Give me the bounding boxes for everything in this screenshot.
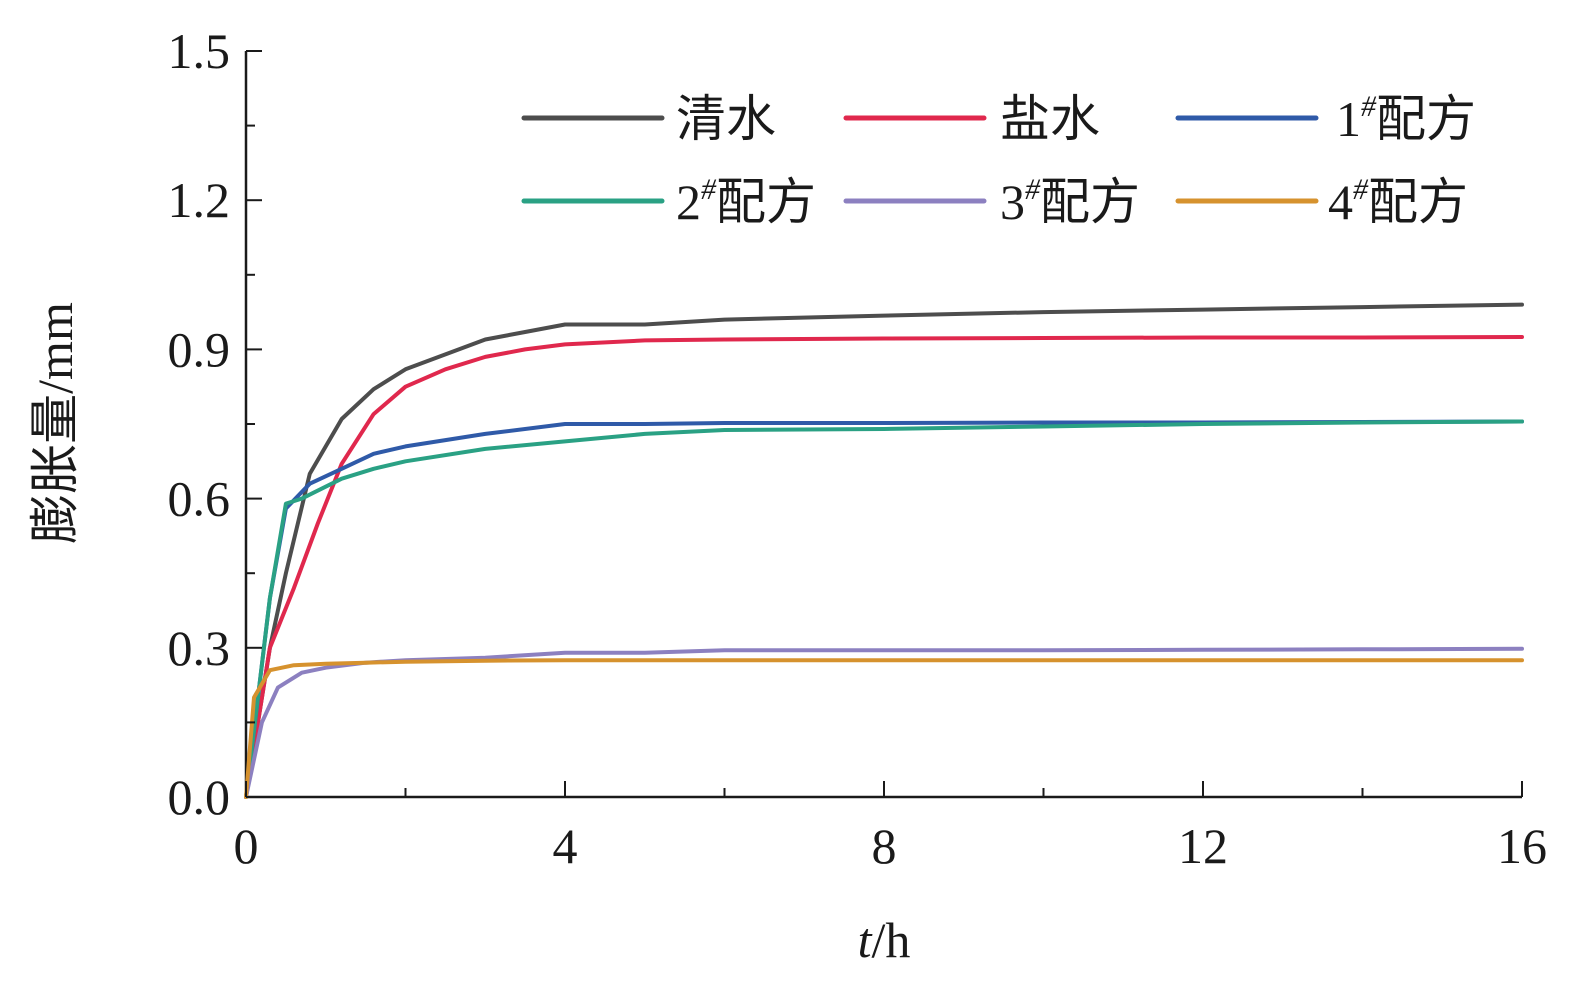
- legend: 清水 盐水 1#配方 2#配方 3#配方 4#配方: [521, 90, 1476, 230]
- y-tick-label: 0.0: [168, 769, 231, 825]
- x-tick-label: 0: [234, 818, 259, 874]
- legend-label: 清水: [676, 91, 776, 147]
- x-tick-label: 4: [553, 818, 578, 874]
- legend-label: 1#配方: [1336, 90, 1476, 147]
- legend-label: 3#配方: [1000, 173, 1140, 230]
- legend-label: 盐水: [1000, 91, 1100, 147]
- series-line-5: [244, 646, 1524, 799]
- x-tick-label: 8: [872, 818, 897, 874]
- series-lines: [244, 302, 1524, 799]
- y-tick-label: 0.6: [168, 471, 231, 527]
- series-line-3: [244, 419, 1524, 799]
- series-line-1: [244, 302, 1524, 799]
- y-tick-label: 0.9: [168, 321, 231, 377]
- y-tick-label: 0.3: [168, 620, 231, 676]
- y-axis-title: 膨胀量/mm: [27, 302, 83, 544]
- y-axis-ticks: 0.0 0.3 0.6 0.9 1.2 1.5: [168, 23, 262, 825]
- y-tick-label: 1.2: [168, 172, 231, 228]
- x-tick-label: 16: [1497, 818, 1547, 874]
- y-tick-label: 1.5: [168, 23, 231, 79]
- legend-label: 4#配方: [1328, 173, 1468, 230]
- x-axis-ticks: 0 4 8 12 16: [234, 781, 1547, 874]
- x-tick-label: 12: [1178, 818, 1228, 874]
- x-axis-title: t/h: [858, 912, 911, 968]
- series-line-4: [244, 419, 1524, 799]
- legend-label: 2#配方: [676, 173, 816, 230]
- series-line-2: [244, 335, 1524, 799]
- series-line-6: [244, 658, 1524, 799]
